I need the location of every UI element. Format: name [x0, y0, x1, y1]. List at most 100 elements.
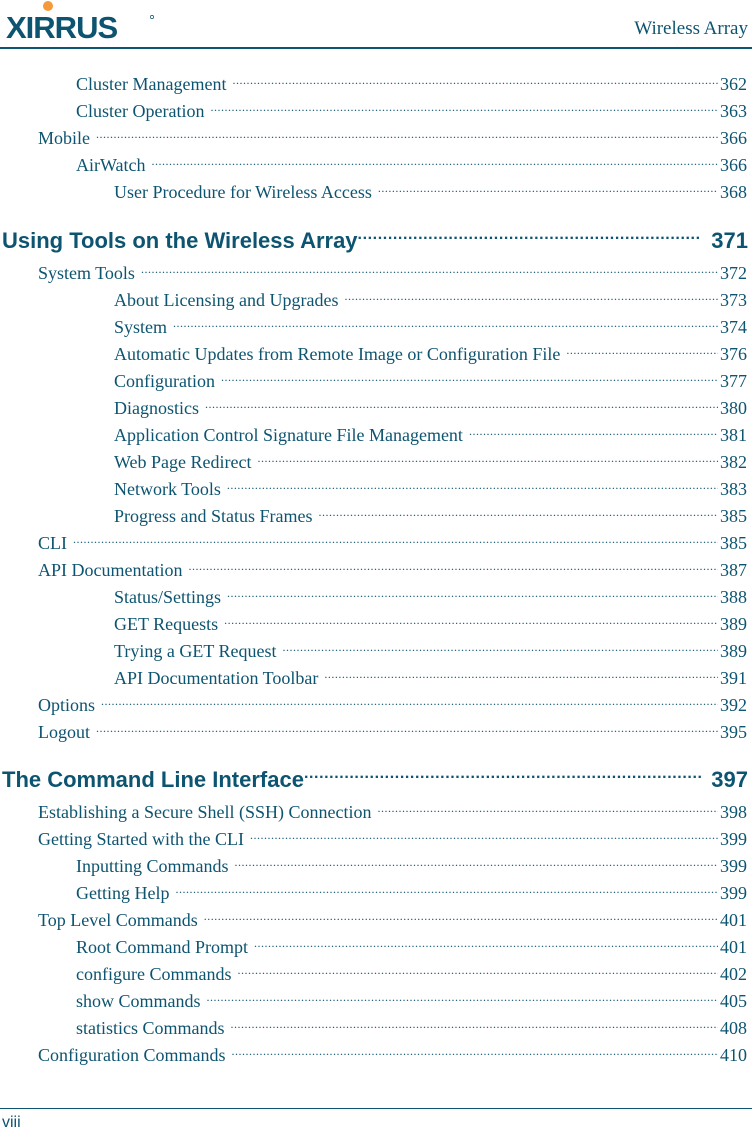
toc-entry-configuration-commands[interactable]: Configuration Commands 410 — [38, 1039, 747, 1066]
toc-entry-root-command-prompt[interactable]: Root Command Prompt 401 — [76, 931, 747, 958]
toc-entry-page: 410 — [720, 1045, 747, 1065]
toc-entry-page: 366 — [720, 128, 747, 148]
toc-section-using-tools[interactable]: Using Tools on the Wireless Array 371 — [2, 222, 748, 254]
toc-entry-page: 383 — [720, 479, 747, 499]
toc-entry-title: Cluster Management — [76, 74, 227, 94]
toc-entry-ssh-connection[interactable]: Establishing a Secure Shell (SSH) Connec… — [38, 796, 747, 823]
toc-entry-title: Status/Settings — [114, 587, 222, 607]
toc-entry-automatic-updates[interactable]: Automatic Updates from Remote Image or C… — [114, 338, 747, 365]
toc-entry-statistics-commands[interactable]: statistics Commands 408 — [76, 1012, 747, 1039]
dot-leader — [101, 689, 718, 711]
toc-entry-show-commands[interactable]: show Commands 405 — [76, 985, 747, 1012]
toc-entry-page: 408 — [720, 1018, 747, 1038]
svg-text:XIRRUS: XIRRUS — [6, 10, 117, 42]
dot-leader — [237, 958, 718, 980]
toc-entry-title: Diagnostics — [114, 398, 199, 418]
toc-entry-top-level-commands[interactable]: Top Level Commands 401 — [38, 904, 747, 931]
toc-entry-get-requests[interactable]: GET Requests 389 — [114, 608, 747, 635]
toc-entry-page: 389 — [720, 641, 747, 661]
toc-section-page: 397 — [711, 767, 748, 792]
toc-entry-options[interactable]: Options 392 — [38, 689, 747, 716]
toc-entry-diagnostics[interactable]: Diagnostics 380 — [114, 392, 747, 419]
footer-page-number: viii — [2, 1114, 21, 1131]
toc-entry-title: User Procedure for Wireless Access — [114, 182, 372, 202]
toc-entry-title: Configuration Commands — [38, 1045, 226, 1065]
toc-entry-page: 402 — [720, 964, 747, 984]
toc-entry-getting-started-cli[interactable]: Getting Started with the CLI 399 — [38, 823, 747, 850]
toc-entry-title: show Commands — [76, 991, 201, 1011]
toc-entry-title: Logout — [38, 722, 90, 742]
dot-leader — [318, 500, 718, 522]
toc-entry-api-documentation-toolbar[interactable]: API Documentation Toolbar 391 — [114, 662, 747, 689]
dot-leader — [210, 95, 718, 117]
toc-entry-page: 380 — [720, 398, 747, 418]
toc-entry-configuration[interactable]: Configuration 377 — [114, 365, 747, 392]
toc-entry-page: 374 — [720, 317, 747, 337]
toc-entry-title: Top Level Commands — [38, 910, 198, 930]
toc-entry-title: CLI — [38, 533, 67, 553]
dot-leader — [232, 68, 718, 90]
dot-leader — [304, 761, 701, 787]
dot-leader — [96, 716, 718, 738]
toc-entry-cluster-management[interactable]: Cluster Management 362 — [76, 68, 747, 95]
toc-entry-title: API Documentation — [38, 560, 183, 580]
toc-entry-title: Automatic Updates from Remote Image or C… — [114, 344, 561, 364]
toc-entry-network-tools[interactable]: Network Tools 383 — [114, 473, 747, 500]
dot-leader — [469, 419, 718, 441]
toc-entry-title: Root Command Prompt — [76, 937, 249, 957]
toc-entry-title: configure Commands — [76, 964, 232, 984]
toc-section-page: 371 — [711, 228, 748, 253]
toc-entry-page: 385 — [720, 506, 747, 526]
toc-entry-inputting-commands[interactable]: Inputting Commands 399 — [76, 850, 747, 877]
toc-entry-trying-get-request[interactable]: Trying a GET Request 389 — [114, 635, 747, 662]
toc-entry-user-procedure[interactable]: User Procedure for Wireless Access 368 — [114, 176, 747, 203]
dot-leader — [96, 122, 718, 144]
toc-entry-airwatch[interactable]: AirWatch 366 — [76, 149, 747, 176]
toc-entry-logout[interactable]: Logout 395 — [38, 716, 747, 743]
toc-entry-status-settings[interactable]: Status/Settings 388 — [114, 581, 747, 608]
toc-entry-page: 395 — [720, 722, 747, 742]
toc-entry-title: AirWatch — [76, 155, 146, 175]
toc-entry-page: 399 — [720, 856, 747, 876]
toc-entry-getting-help[interactable]: Getting Help 399 — [76, 877, 747, 904]
page-header: XIRRUS Wireless Array — [0, 0, 752, 50]
dot-leader — [283, 635, 718, 657]
dot-leader — [224, 608, 718, 630]
dot-leader — [377, 796, 718, 818]
toc-entry-system-tools[interactable]: System Tools 372 — [38, 257, 747, 284]
toc-entry-page: 391 — [720, 668, 747, 688]
toc-entry-page: 405 — [720, 991, 747, 1011]
toc-entry-system[interactable]: System 374 — [114, 311, 747, 338]
toc-entry-progress-status-frames[interactable]: Progress and Status Frames 385 — [114, 500, 747, 527]
toc-entry-app-control-signature[interactable]: Application Control Signature File Manag… — [114, 419, 747, 446]
toc-entry-title: System — [114, 317, 168, 337]
toc-entry-page: 373 — [720, 290, 747, 310]
toc-entry-page: 388 — [720, 587, 747, 607]
toc-entry-title: Cluster Operation — [76, 101, 205, 121]
dot-leader — [344, 284, 718, 306]
toc-entry-page: 389 — [720, 614, 747, 634]
toc-entry-web-page-redirect[interactable]: Web Page Redirect 382 — [114, 446, 747, 473]
dot-leader — [173, 311, 718, 333]
toc-entry-title: API Documentation Toolbar — [114, 668, 319, 688]
toc-entry-page: 362 — [720, 74, 747, 94]
toc-entry-api-documentation[interactable]: API Documentation 387 — [38, 554, 747, 581]
toc-entry-mobile[interactable]: Mobile 366 — [38, 122, 747, 149]
toc-entry-cli[interactable]: CLI 385 — [38, 527, 747, 554]
document-title: Wireless Array — [634, 18, 748, 39]
toc-entry-cluster-operation[interactable]: Cluster Operation 363 — [76, 95, 747, 122]
header-divider — [0, 47, 752, 49]
toc-entry-configure-commands[interactable]: configure Commands 402 — [76, 958, 747, 985]
toc-section-command-line-interface[interactable]: The Command Line Interface 397 — [2, 761, 748, 793]
dot-leader — [221, 365, 718, 387]
toc-entry-title: Network Tools — [114, 479, 221, 499]
toc-entry-title: Establishing a Secure Shell (SSH) Connec… — [38, 802, 372, 822]
toc-entry-title: GET Requests — [114, 614, 219, 634]
toc-entry-about-licensing[interactable]: About Licensing and Upgrades 373 — [114, 284, 747, 311]
toc-entry-title: Application Control Signature File Manag… — [114, 425, 463, 445]
dot-leader — [358, 222, 702, 248]
toc-entry-title: Trying a GET Request — [114, 641, 277, 661]
toc-entry-title: Web Page Redirect — [114, 452, 252, 472]
toc-entry-page: 401 — [720, 937, 747, 957]
dot-leader — [152, 149, 718, 171]
